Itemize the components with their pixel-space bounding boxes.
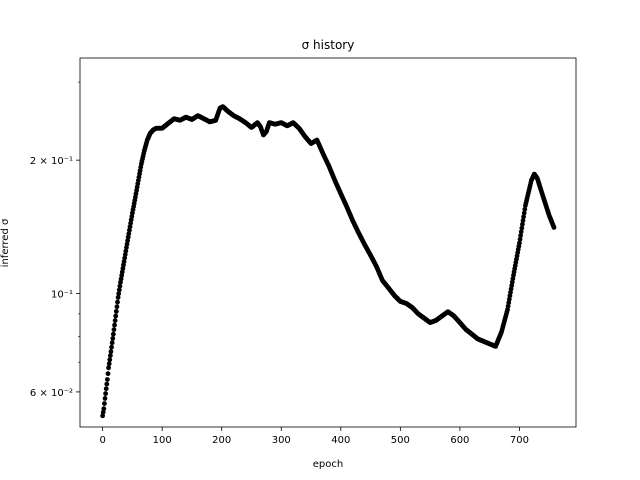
x-tick-label: 400 xyxy=(331,435,350,446)
chart-title: σ history xyxy=(302,38,355,52)
data-point xyxy=(109,344,114,350)
data-point xyxy=(100,413,106,419)
data-point xyxy=(101,406,107,412)
data-point xyxy=(110,331,116,337)
data-point xyxy=(517,240,522,246)
x-tick-label: 100 xyxy=(153,435,172,446)
data-point xyxy=(551,225,557,230)
data-point xyxy=(104,381,110,387)
data-point xyxy=(115,299,120,305)
y-tick-label: 2 × 10⁻¹ xyxy=(30,156,73,167)
x-tick-label: 0 xyxy=(99,435,105,446)
data-point xyxy=(112,322,117,328)
data-point xyxy=(521,210,527,216)
data-point xyxy=(518,233,524,238)
data-point xyxy=(106,365,111,371)
data-point xyxy=(112,318,118,323)
data-point xyxy=(111,327,117,333)
data-point xyxy=(102,396,108,401)
x-tick-label: 300 xyxy=(272,435,291,446)
y-axis-label: inferred σ xyxy=(0,218,11,267)
data-point xyxy=(522,206,528,212)
data-point xyxy=(520,221,525,227)
data-point xyxy=(106,361,112,367)
data-point xyxy=(108,349,114,354)
data-point xyxy=(102,401,107,406)
data-point xyxy=(100,409,106,415)
data-point xyxy=(115,295,121,300)
data-point xyxy=(104,377,110,382)
data-point xyxy=(113,308,119,314)
x-axis-ticks: 0 100 200 300 400 500 600 700 xyxy=(99,427,529,446)
x-tick-label: 600 xyxy=(450,435,469,446)
x-tick-label: 500 xyxy=(391,435,410,446)
data-point xyxy=(117,283,123,289)
data-point xyxy=(116,287,122,293)
data-point xyxy=(520,218,526,223)
x-axis-label: epoch xyxy=(313,459,343,470)
data-point xyxy=(113,313,119,319)
data-point xyxy=(103,391,109,396)
data-point xyxy=(116,291,122,297)
data-point xyxy=(114,304,120,310)
data-point xyxy=(109,340,115,346)
data-point xyxy=(521,214,527,220)
y-tick-label: 10⁻¹ xyxy=(51,290,73,301)
data-point xyxy=(107,357,113,363)
data-point xyxy=(519,225,525,231)
plot-frame xyxy=(79,57,577,428)
x-tick-label: 200 xyxy=(212,435,231,446)
x-tick-label: 700 xyxy=(510,435,529,446)
data-point xyxy=(107,353,113,359)
data-point xyxy=(103,386,109,392)
data-point xyxy=(518,229,524,235)
data-points xyxy=(100,104,557,419)
data-point xyxy=(105,371,111,377)
data-point xyxy=(517,236,523,242)
y-tick-label: 6 × 10⁻² xyxy=(30,388,73,399)
y-axis-ticks: 6 × 10⁻² 10⁻¹ 2 × 10⁻¹ xyxy=(30,81,80,399)
data-point xyxy=(110,336,116,341)
